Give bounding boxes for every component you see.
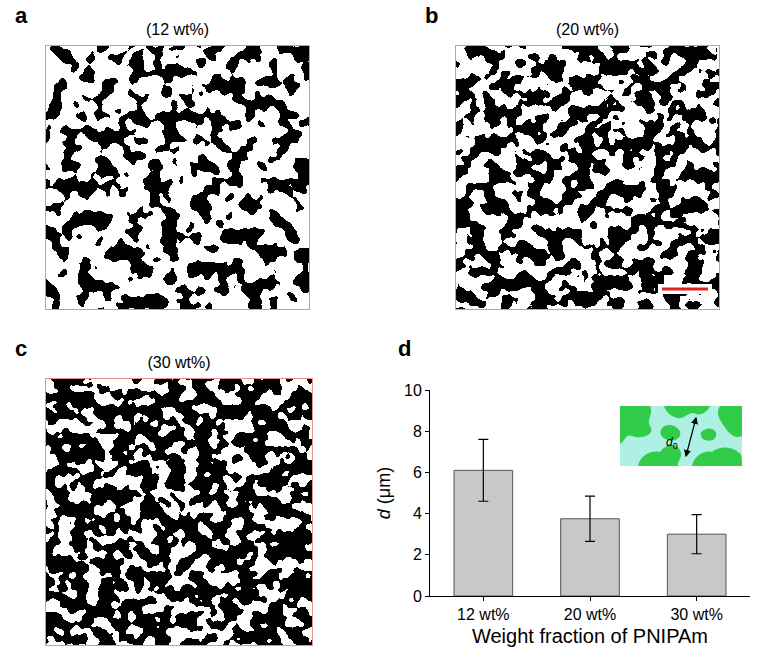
- html-text:b: b: [425, 3, 439, 28]
- svg-text:20 wt%: 20 wt%: [564, 606, 616, 623]
- html-text:d: d: [398, 336, 412, 361]
- svg-text:6: 6: [413, 464, 422, 481]
- svg-text:0: 0: [413, 588, 422, 605]
- svg-text:Weight fraction of PNIPAm: Weight fraction of PNIPAm: [472, 625, 708, 647]
- html-text:(20 wt%): (20 wt%): [555, 21, 620, 38]
- svg-text:4: 4: [413, 505, 422, 522]
- svg-text:12 wt%: 12 wt%: [457, 606, 509, 623]
- svg-text:30 wt%: 30 wt%: [670, 606, 722, 623]
- svg-text:2: 2: [413, 546, 422, 563]
- svg-text:10: 10: [404, 382, 422, 399]
- html-text:c: c: [15, 336, 28, 361]
- html-text:a: a: [15, 3, 28, 28]
- html-text:(12 wt%): (12 wt%): [145, 21, 210, 38]
- svg-text:d0: d0: [666, 435, 678, 451]
- html-text:(30 wt%): (30 wt%): [147, 354, 211, 371]
- svg-text:d (μm): d (μm): [374, 467, 394, 519]
- svg-text:8: 8: [413, 423, 422, 440]
